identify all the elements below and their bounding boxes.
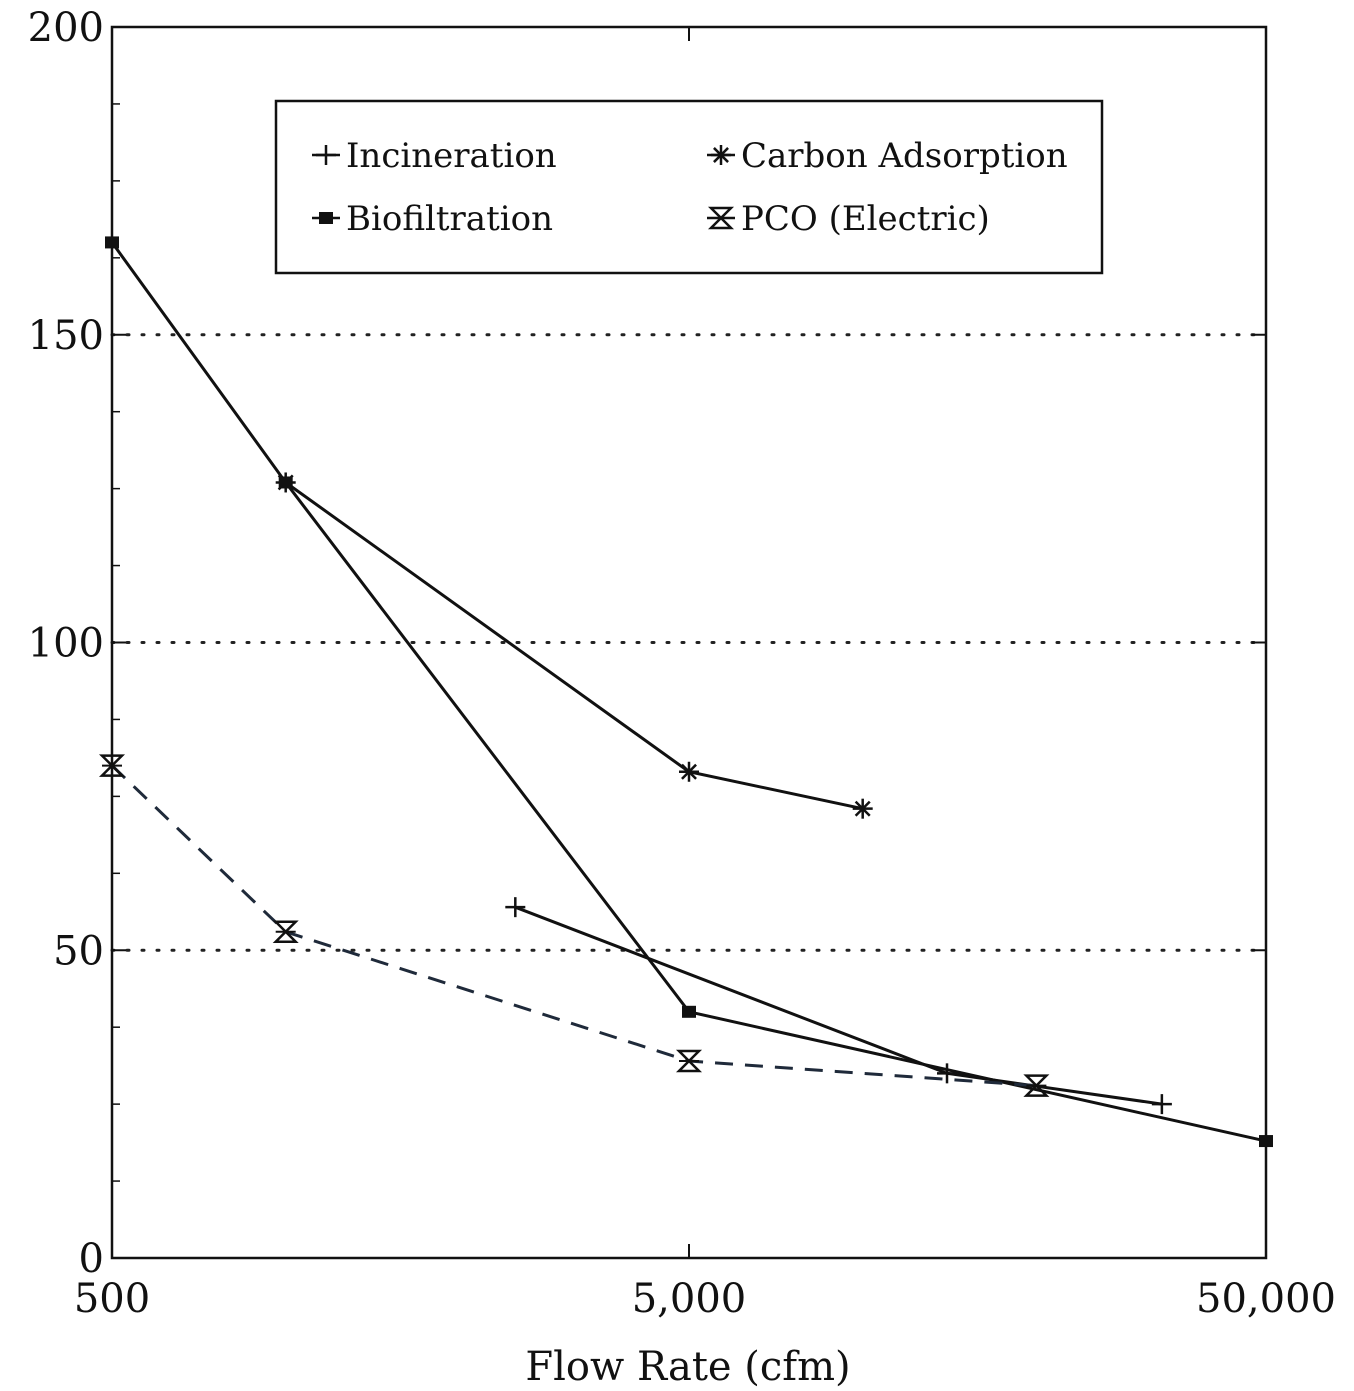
y-tick-label-100: 100 — [28, 621, 104, 667]
x-tick-label-500: 500 — [74, 1276, 150, 1322]
legend-label-pco-electric: PCO (Electric) — [741, 199, 990, 239]
legend-item-carbon-adsorption: Carbon Adsorption — [707, 136, 1068, 176]
legend-marker-incineration — [316, 145, 336, 165]
series-line-incineration — [514, 905, 1163, 1106]
series-line-pco-electric — [110, 764, 1037, 1088]
point-incineration-1 — [937, 1063, 958, 1084]
legend: Incineration Carbon Adsorption Biofiltrati… — [274, 99, 1104, 275]
series-line-carbon-adsorption — [284, 481, 864, 811]
y-tick-label-150: 150 — [28, 313, 104, 359]
point-incineration-0 — [505, 897, 526, 918]
point-pco-electric-0 — [98, 754, 126, 777]
y-tick-label-0: 0 — [79, 1236, 104, 1282]
x-axis-title: Flow Rate (cfm) — [525, 1344, 850, 1390]
x-tick-label-50000: 50,000 — [1196, 1276, 1336, 1322]
y-tick-label-200: 200 — [28, 5, 104, 51]
legend-item-pco-electric: PCO (Electric) — [707, 199, 990, 239]
series-biofiltration — [105, 236, 1273, 1148]
x-tick-label-5000: 5,000 — [632, 1276, 747, 1322]
legend-item-biofiltration: Biofiltration — [312, 199, 553, 239]
point-carbon-adsorption-2 — [852, 798, 873, 819]
point-biofiltration-2 — [682, 1005, 696, 1018]
legend-item-incineration: Incineration — [312, 136, 557, 176]
series-line-biofiltration — [110, 241, 1267, 1143]
y-tick-label-50: 50 — [53, 928, 104, 974]
legend-label-carbon-adsorption: Carbon Adsorption — [741, 136, 1068, 176]
point-pco-electric-1 — [272, 920, 299, 944]
legend-label-biofiltration: Biofiltration — [346, 199, 553, 239]
legend-marker-biofiltration — [319, 212, 333, 224]
axis-ticks: 0 50 100 150 200 500 5,000 50,000 — [28, 5, 1336, 1322]
legend-box — [274, 99, 1104, 275]
point-biofiltration-0 — [105, 236, 119, 249]
series-pco-electric — [98, 754, 1050, 1097]
legend-marker-pco-electric — [707, 206, 735, 230]
series-layer — [98, 236, 1273, 1148]
point-pco-electric-2 — [675, 1049, 703, 1073]
point-biofiltration-1 — [278, 476, 293, 489]
point-incineration-2 — [1151, 1094, 1172, 1115]
point-biofiltration-3 — [1259, 1135, 1273, 1148]
legend-label-incineration: Incineration — [346, 136, 557, 176]
series-incineration — [505, 897, 1172, 1115]
legend-marker-carbon-adsorption — [711, 145, 731, 165]
point-pco-electric-3 — [1023, 1074, 1050, 1097]
point-carbon-adsorption-1 — [679, 761, 699, 782]
grid-lines — [110, 333, 1268, 952]
series-carbon-adsorption — [275, 472, 873, 819]
